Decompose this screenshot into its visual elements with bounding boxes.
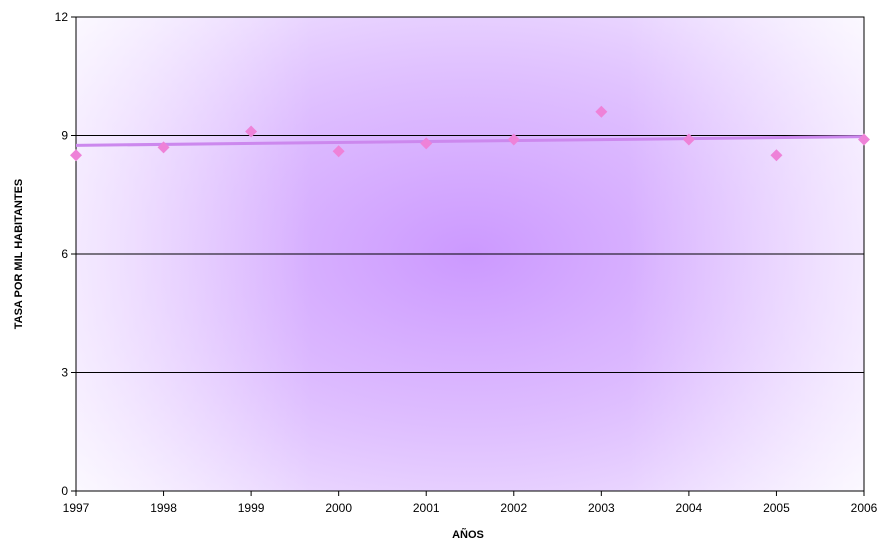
trend-line: [75, 135, 865, 147]
y-tick-label: 9: [61, 129, 68, 143]
x-axis-ticks: 1997 1998 1999 2000 2001 2002 2003 2004 2005 2006: [63, 491, 878, 515]
data-point: [595, 105, 608, 118]
data-point: [245, 125, 258, 138]
y-tick-label: 6: [61, 247, 68, 261]
data-points: [70, 105, 870, 162]
x-tick-label: 1997: [63, 501, 90, 515]
data-point: [682, 133, 695, 146]
data-point: [332, 145, 345, 158]
trendline-layer: [75, 135, 865, 147]
y-tick-label: 0: [61, 484, 68, 498]
x-tick-label: 2001: [413, 501, 440, 515]
y-tick-label: 12: [55, 10, 69, 24]
x-tick-label: 2005: [763, 501, 790, 515]
x-tick-label: 2006: [851, 501, 878, 515]
data-point: [157, 141, 170, 154]
y-tick-label: 3: [61, 366, 68, 380]
x-tick-label: 2004: [676, 501, 703, 515]
data-point: [420, 137, 433, 150]
x-axis-title: AÑOS: [452, 528, 484, 541]
y-axis-title: TASA POR MIL HABITANTES: [13, 179, 25, 330]
data-point: [770, 149, 783, 162]
y-axis-ticks: 0 3 6 9 12: [55, 10, 76, 498]
x-tick-label: 1999: [238, 501, 265, 515]
grid-lines: [76, 135, 864, 373]
x-tick-label: 2002: [500, 501, 527, 515]
data-point: [70, 149, 82, 162]
data-point: [507, 133, 520, 146]
x-tick-label: 2000: [325, 501, 352, 515]
x-tick-label: 1998: [150, 501, 177, 515]
data-point: [858, 133, 870, 146]
x-tick-label: 2003: [588, 501, 615, 515]
